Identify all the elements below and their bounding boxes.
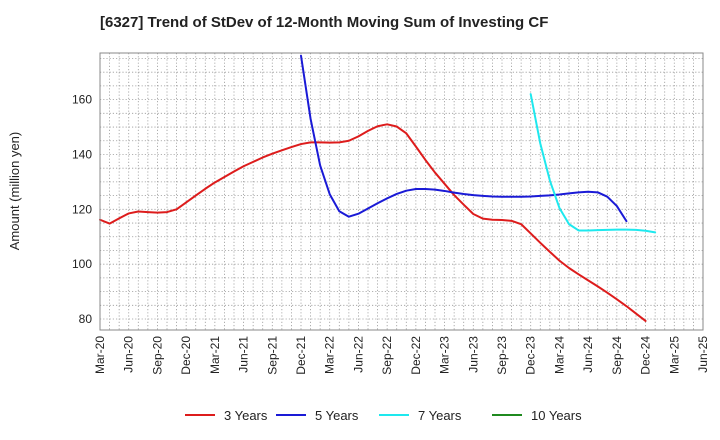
series-line-7-years xyxy=(529,93,657,234)
x-tick-label: Sep-22 xyxy=(380,336,394,375)
x-tick-labels: Mar-20 Jun-20 Sep-20 Dec-20 Mar-21 Jun-21 Sep-… xyxy=(93,336,710,375)
x-tick-label: Mar-23 xyxy=(438,336,452,374)
x-tick-label: Mar-21 xyxy=(208,336,222,374)
y-tick-label: 120 xyxy=(72,202,92,216)
x-tick-label: Dec-23 xyxy=(524,336,538,375)
legend: 3 Years 5 Years 7 Years 10 Years xyxy=(185,408,582,423)
x-tick-label: Jun-20 xyxy=(122,336,136,373)
chart-title: [6327] Trend of StDev of 12-Month Moving… xyxy=(100,14,549,31)
legend-label: 5 Years xyxy=(315,408,359,423)
y-tick-label: 160 xyxy=(72,93,92,107)
x-tick-label: Sep-24 xyxy=(610,336,624,375)
legend-label: 7 Years xyxy=(418,408,462,423)
x-tick-label: Mar-24 xyxy=(552,336,566,374)
x-tick-label: Sep-23 xyxy=(495,336,509,375)
x-tick-label: Dec-24 xyxy=(639,336,653,375)
legend-label: 10 Years xyxy=(531,408,582,423)
x-tick-label: Dec-20 xyxy=(179,336,193,375)
x-tick-label: Mar-22 xyxy=(323,336,337,374)
x-tick-label: Dec-22 xyxy=(409,336,423,375)
x-tick-label: Mar-25 xyxy=(667,336,681,374)
x-tick-label: Jun-25 xyxy=(696,336,710,373)
y-axis-title: Amount (million yen) xyxy=(7,132,22,251)
legend-label: 3 Years xyxy=(224,408,268,423)
y-tick-label: 140 xyxy=(72,147,92,161)
series-line-5-years xyxy=(300,54,628,223)
x-tick-label: Mar-20 xyxy=(93,336,107,374)
x-tick-label: Jun-21 xyxy=(237,336,251,373)
x-tick-label: Sep-21 xyxy=(265,336,279,375)
y-tick-label: 100 xyxy=(72,257,92,271)
x-tick-label: Jun-22 xyxy=(351,336,365,373)
x-tick-label: Jun-23 xyxy=(466,336,480,373)
grid-layer xyxy=(100,53,703,330)
plot-frame xyxy=(99,52,704,331)
x-tick-label: Dec-21 xyxy=(294,336,308,375)
x-tick-label: Sep-20 xyxy=(150,336,164,375)
series-layer xyxy=(99,54,657,322)
y-tick-label: 80 xyxy=(79,312,93,326)
x-tick-label: Jun-24 xyxy=(581,336,595,373)
y-tick-labels: 80 100 120 140 160 xyxy=(72,93,92,326)
series-line-3-years xyxy=(99,123,647,322)
